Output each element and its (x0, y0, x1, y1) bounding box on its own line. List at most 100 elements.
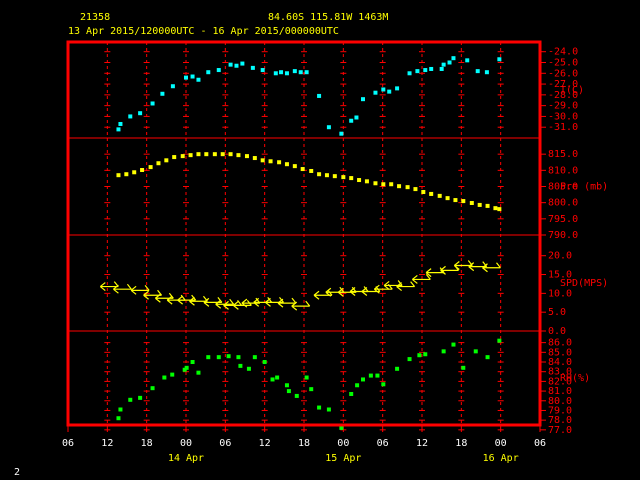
data-point (140, 168, 145, 173)
y-tick-label: 795.0 (548, 214, 578, 225)
data-point (284, 383, 289, 388)
data-point (355, 383, 360, 388)
time-period: 13 Apr 2015/120000UTC - 16 Apr 2015/0000… (68, 26, 339, 37)
y-tick-label: 77.0 (548, 425, 572, 436)
wind-barb (349, 286, 369, 296)
y-axis-label: Pre (mb) (560, 182, 608, 193)
data-point (407, 71, 412, 76)
data-point (298, 70, 303, 75)
y-tick-label: 0.0 (548, 326, 566, 337)
plot-area: 06 12 18 00 06 12 18 00 06 12 18 00 06 14 Apr 15 Apr 16… (62, 42, 608, 464)
data-point (162, 375, 167, 380)
wind-barb (411, 274, 431, 284)
x-tick-label: 18 (455, 438, 467, 449)
y-tick-label: -26.0 (548, 68, 578, 79)
data-point (317, 172, 322, 177)
x-tick-label: 06 (219, 438, 231, 449)
data-point (216, 68, 221, 73)
wind-barb (223, 300, 243, 310)
data-point (212, 152, 217, 157)
data-point (170, 372, 175, 377)
data-point (172, 155, 177, 160)
y-tick-label: -30.0 (548, 111, 578, 122)
data-point (368, 373, 373, 378)
wind-barb (166, 294, 186, 305)
y-axis-label: SPD(MPS) (560, 278, 608, 289)
data-point (196, 77, 201, 82)
data-point (124, 172, 129, 177)
data-point (228, 152, 233, 157)
wind-barb (113, 283, 132, 294)
wind-barb (313, 289, 333, 300)
data-point (395, 86, 400, 91)
data-point (116, 173, 121, 178)
data-point (170, 84, 175, 89)
data-point (413, 187, 418, 192)
y-tick-label: 80.0 (548, 396, 572, 407)
data-point (395, 366, 400, 371)
x-tick-label: 12 (259, 438, 271, 449)
wind-barb (373, 283, 393, 294)
data-point (284, 71, 289, 76)
station-location: 84.60S 115.81W 1463M (268, 12, 388, 23)
data-point (216, 355, 221, 360)
data-point (354, 115, 359, 120)
y-tick-label: 15.0 (548, 270, 572, 281)
data-point (270, 377, 275, 382)
data-point (220, 152, 225, 157)
y-axis-label: RH(%) (560, 373, 590, 384)
data-point (206, 70, 211, 75)
data-point (326, 125, 331, 130)
x-tick-label: 00 (337, 438, 349, 449)
y-tick-label: 82.0 (548, 376, 572, 387)
y-tick-label: -29.0 (548, 101, 578, 112)
wind-barb (241, 297, 261, 308)
data-point (275, 375, 280, 380)
data-point (469, 200, 474, 205)
data-point (262, 360, 267, 365)
data-point (234, 63, 239, 68)
wind-barb (468, 261, 488, 272)
data-point (447, 60, 452, 65)
y-tick-label: 790.0 (548, 230, 578, 241)
x-tick-label: 00 (495, 438, 507, 449)
data-point (407, 357, 412, 362)
data-point (349, 118, 354, 123)
x-tick-label: 00 (180, 438, 192, 449)
wind-barb (383, 280, 403, 290)
wind-barb (482, 262, 501, 273)
data-point (128, 114, 133, 119)
data-point (437, 193, 442, 198)
data-point (156, 161, 161, 166)
y-tick-label: 83.0 (548, 367, 572, 378)
data-point (309, 168, 314, 173)
data-point (236, 153, 241, 158)
data-point (389, 182, 394, 187)
wind-barb (291, 300, 311, 311)
wind-barb (177, 294, 197, 305)
data-point (294, 393, 299, 398)
data-point (451, 342, 456, 347)
data-point (423, 68, 428, 73)
data-point (273, 71, 278, 76)
data-point (300, 167, 305, 172)
x-tick-label: 18 (298, 438, 310, 449)
data-point (292, 69, 297, 74)
data-point (317, 93, 322, 98)
wind-barb (203, 297, 223, 307)
station-id: 21358 (80, 12, 110, 23)
page-number: 2 (14, 467, 20, 478)
y-tick-label: 810.0 (548, 165, 578, 176)
data-point (309, 387, 314, 392)
date-label: 14 Apr (168, 453, 204, 464)
data-point (461, 365, 466, 370)
y-tick-label: 10.0 (548, 288, 572, 299)
y-tick-label: -24.0 (548, 47, 578, 58)
data-point (160, 91, 165, 96)
data-point (284, 162, 289, 167)
data-point (326, 407, 331, 412)
data-point (132, 170, 137, 175)
data-point (206, 355, 211, 360)
wind-barb (453, 260, 473, 270)
